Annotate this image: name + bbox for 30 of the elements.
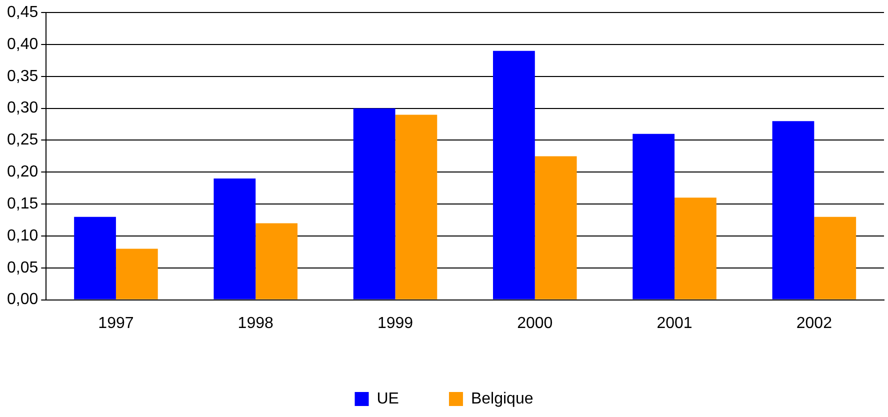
y-tick-label: 0,05 <box>7 259 38 276</box>
y-tick-label: 0,30 <box>7 100 38 117</box>
y-tick-label: 0,40 <box>7 36 38 53</box>
y-tick-label: 0,25 <box>7 132 38 149</box>
x-tick-label: 1997 <box>98 314 134 332</box>
bar <box>814 216 856 300</box>
x-tick-label: 2001 <box>656 314 692 332</box>
y-tick-label: 0,35 <box>7 68 38 85</box>
y-tick-label: 0,15 <box>7 195 38 212</box>
y-tick-label: 0,00 <box>7 291 38 308</box>
bar <box>353 108 396 300</box>
y-tick-label: 0,20 <box>7 164 38 181</box>
y-tick-label: 0,45 <box>7 4 38 22</box>
x-tick-label: 1998 <box>238 314 274 332</box>
legend-label: UE <box>376 390 399 408</box>
legend-label: Belgique <box>470 390 534 408</box>
y-tick-label: 0,10 <box>7 227 38 244</box>
bar <box>493 50 535 300</box>
x-tick-label: 2000 <box>517 314 553 332</box>
bar <box>74 216 116 300</box>
bar <box>116 248 158 300</box>
bar <box>674 198 716 300</box>
bar <box>214 178 256 300</box>
bar <box>632 134 675 300</box>
bar <box>395 114 438 300</box>
bar <box>534 156 577 300</box>
bar <box>256 223 298 300</box>
bar <box>772 121 814 300</box>
x-tick-label: 1999 <box>377 314 414 332</box>
x-tick-label: 2002 <box>796 314 832 332</box>
